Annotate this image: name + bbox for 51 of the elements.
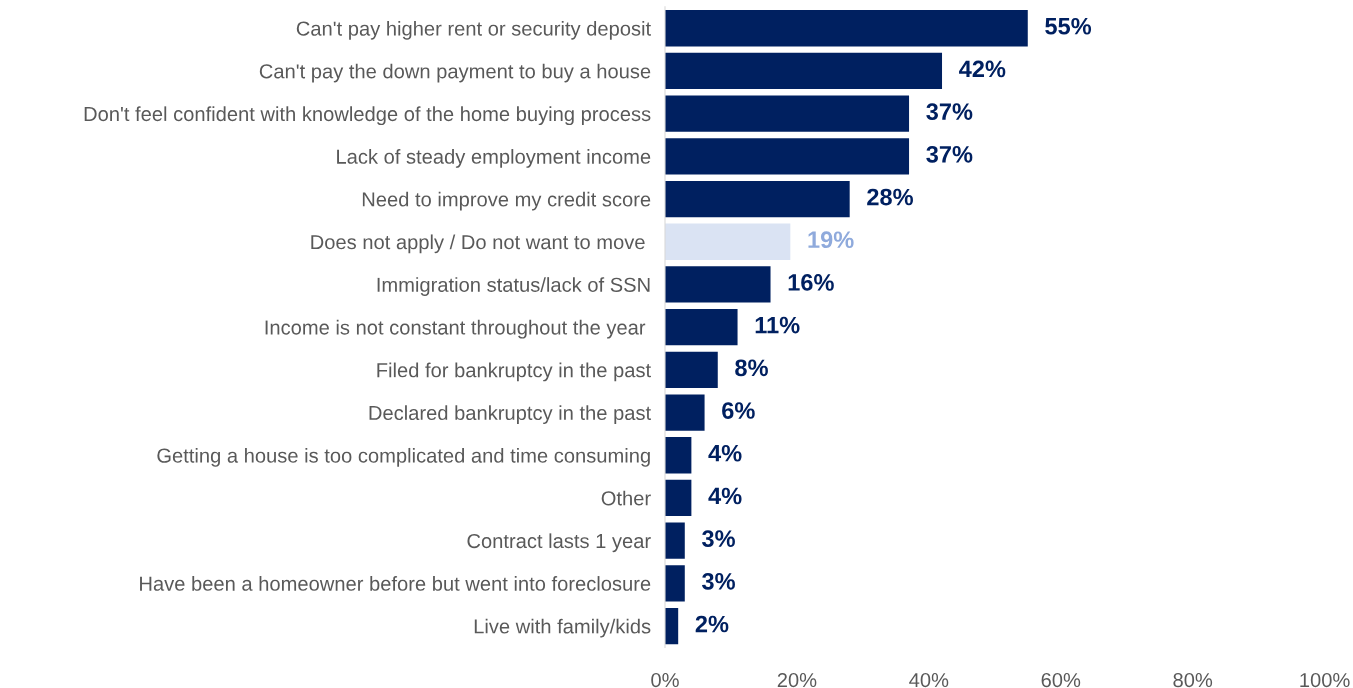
data-label: 11% (755, 316, 800, 334)
bar (665, 437, 692, 474)
bar (665, 565, 685, 602)
data-label: 42% (959, 60, 1006, 78)
data-label: 16% (788, 274, 834, 291)
y-tick-label: Contract lasts 1 year (467, 533, 651, 553)
bar (665, 607, 679, 645)
y-tick-label: Immigration status/lack of SSN (377, 277, 650, 296)
y-tick-label: Need to improve my credit score (362, 191, 651, 211)
bar (665, 522, 685, 559)
bar (665, 223, 791, 260)
data-label: 4% (708, 444, 742, 462)
data-label: 3% (702, 572, 735, 590)
y-tick-label: Filed for bankruptcy in the past (377, 362, 651, 382)
x-tick-label: 80% (1173, 672, 1213, 688)
y-tick-label: Lack of steady employment income (337, 149, 651, 168)
y-tick-label: Live with family/kids (474, 618, 651, 638)
data-label: 6% (722, 402, 755, 419)
y-tick-label: Have been a homeowner before but went into foreclosure (140, 576, 651, 591)
bar (665, 309, 738, 346)
y-tick-label: Declared bankruptcy in the past (369, 405, 651, 425)
bar (665, 10, 1028, 47)
data-label: 19% (808, 231, 854, 249)
data-label: 28% (867, 188, 913, 206)
bar (665, 351, 718, 388)
data-label: 37% (926, 103, 973, 121)
bar (665, 138, 910, 175)
data-label: 4% (708, 487, 742, 505)
data-label: 2% (695, 615, 729, 633)
y-tick-label: Don't feel confident with knowledge of the home buying process (84, 106, 651, 126)
y-tick-label: Does not apply / Do not want to move (311, 234, 645, 254)
y-tick-label: Income is not constant throughout the year (265, 319, 646, 339)
data-label: 55% (1045, 17, 1092, 35)
data-label: 37% (926, 145, 973, 163)
bar (665, 95, 910, 132)
y-tick-label: Other (601, 490, 651, 506)
data-label: 3% (702, 530, 735, 548)
bar (665, 479, 692, 517)
bar (665, 180, 850, 218)
x-tick-label: 20% (777, 672, 817, 688)
bar (665, 394, 705, 431)
bar (665, 52, 943, 90)
bar (665, 266, 771, 303)
y-tick-label: Can't pay higher rent or security deposit (296, 20, 651, 40)
x-tick-label: 100% (1300, 672, 1350, 688)
x-tick-label: 60% (1041, 672, 1081, 688)
y-tick-label: Can't pay the down payment to buy a house (259, 63, 651, 83)
data-label: 8% (735, 359, 768, 377)
x-tick-label: 0% (651, 672, 679, 688)
y-tick-label: Getting a house is too complicated and time consuming (157, 447, 650, 467)
x-tick-label: 40% (909, 672, 949, 688)
